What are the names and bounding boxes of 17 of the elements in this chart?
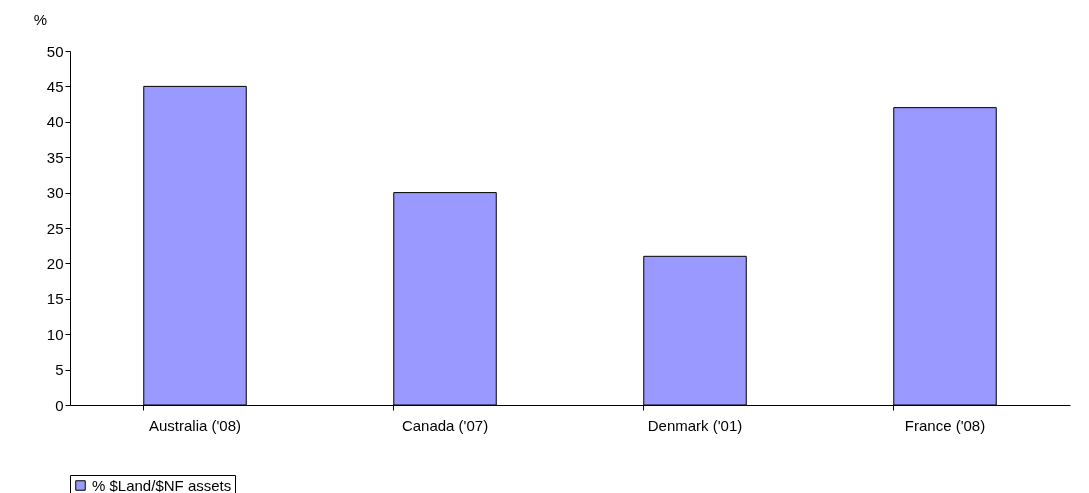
x-tick-label: Australia ('08) [148, 416, 242, 434]
y-tick-label: 25 [46, 219, 64, 237]
x-tick-label: France ('08) [904, 416, 986, 434]
legend-label: % $Land/$NF assets [92, 476, 232, 493]
y-tick-label: 0 [55, 396, 64, 414]
y-tick-label: 50 [46, 42, 64, 60]
y-tick-label: 5 [55, 361, 64, 379]
y-tick-label: 40 [46, 113, 64, 131]
y-tick-label: 45 [46, 77, 64, 95]
y-tick-label: 35 [46, 148, 64, 166]
y-tick-label: 10 [46, 325, 64, 343]
y-tick-label: 20 [46, 254, 64, 272]
y-tick-label: 15 [46, 290, 64, 308]
x-tick-label: Denmark ('01) [647, 416, 743, 434]
y-axis-title: % [33, 10, 48, 28]
x-tick-label: Canada ('07) [401, 416, 489, 434]
y-tick-label: 30 [46, 184, 64, 202]
